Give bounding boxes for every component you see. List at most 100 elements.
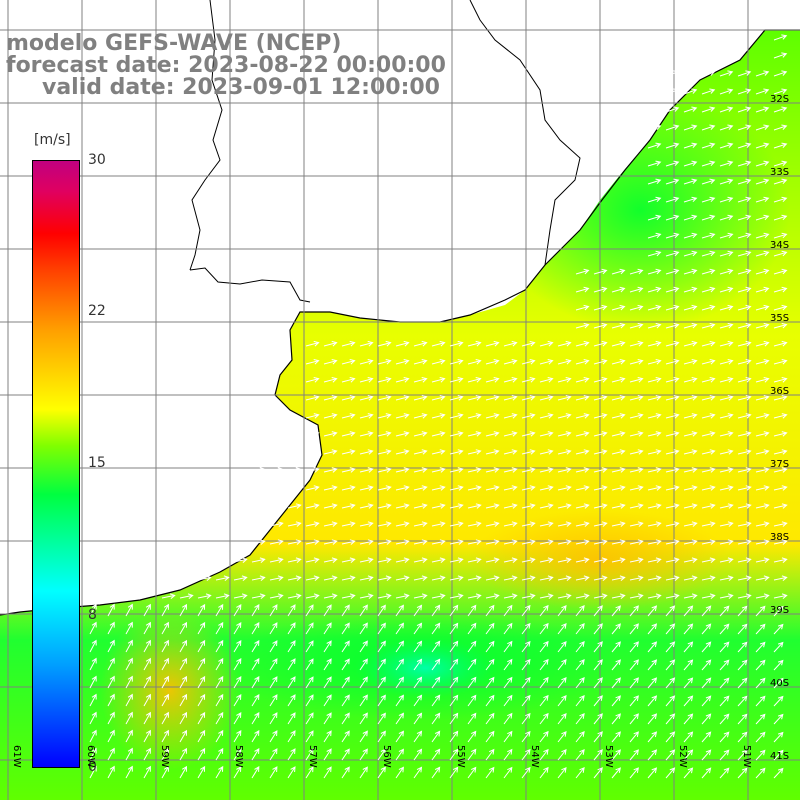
wind-arrow (557, 395, 572, 401)
wind-arrow (557, 557, 572, 563)
wind-arrow (737, 677, 748, 689)
wind-arrow (593, 268, 608, 275)
wind-arrow (467, 640, 477, 653)
wind-arrow (179, 621, 188, 635)
wind-arrow (737, 232, 752, 239)
wind-arrow (449, 395, 464, 401)
wind-arrow (233, 658, 242, 671)
wind-arrow (377, 449, 392, 455)
wind-arrow (413, 449, 428, 455)
wind-arrow (521, 622, 531, 635)
wind-arrow (611, 695, 621, 707)
wind-arrow (467, 593, 482, 599)
wind-arrow (197, 603, 206, 617)
wind-arrow (287, 676, 296, 689)
wind-arrow (269, 431, 284, 437)
wind-arrow (629, 322, 644, 329)
wind-arrow (287, 658, 296, 671)
wind-arrow (701, 322, 716, 329)
wind-arrow (719, 575, 734, 581)
wind-arrow (467, 503, 482, 509)
wind-arrow (305, 766, 314, 779)
wind-arrow (323, 503, 338, 509)
wind-arrow (485, 377, 500, 383)
wind-arrow (305, 748, 314, 761)
wind-arrow (395, 640, 404, 653)
wind-arrow (251, 575, 266, 581)
wind-arrow (755, 749, 766, 761)
wind-arrow (701, 659, 712, 671)
wind-arrow (665, 449, 680, 455)
wind-arrow (593, 503, 608, 509)
wind-arrow (233, 748, 242, 761)
wind-arrow (179, 657, 188, 671)
wind-arrow (251, 694, 260, 707)
wind-arrow (107, 657, 115, 671)
wind-arrow (197, 693, 206, 707)
wind-arrow (593, 623, 603, 635)
wind-arrow (467, 377, 482, 383)
wind-arrow (305, 658, 314, 671)
wind-arrow (701, 467, 716, 473)
wind-arrow (719, 593, 734, 599)
wind-arrow (251, 622, 260, 635)
wind-arrow (755, 214, 770, 221)
colorbar-tick-0: 0 (88, 759, 97, 775)
wind-arrow (719, 539, 734, 545)
wind-arrow (593, 593, 608, 599)
wind-arrow (683, 449, 698, 455)
wind-arrow (755, 677, 766, 689)
wind-arrow (323, 658, 332, 671)
wind-arrow (377, 593, 392, 599)
wind-arrow (197, 729, 206, 743)
wind-arrow (341, 449, 356, 455)
wind-arrow (701, 431, 716, 437)
wind-arrow (395, 359, 410, 365)
wind-arrow (755, 641, 766, 653)
wind-arrow (215, 675, 224, 689)
wind-arrow (755, 359, 770, 365)
wind-arrow (629, 521, 644, 527)
wind-arrow (323, 575, 338, 581)
wind-arrow (269, 712, 278, 725)
wind-arrow (737, 659, 748, 671)
wind-arrow (647, 214, 662, 221)
wind-arrow (449, 766, 459, 779)
wind-arrow (521, 449, 536, 455)
wind-arrow (287, 431, 302, 437)
wind-arrow (305, 413, 320, 419)
wind-arrow (737, 124, 752, 131)
wind-arrow (701, 521, 716, 527)
wind-arrow (773, 623, 784, 635)
wind-arrow (773, 557, 788, 563)
wind-arrow (395, 658, 404, 671)
wind-arrow (377, 359, 392, 365)
wind-arrow (755, 196, 770, 203)
wind-arrow (485, 449, 500, 455)
wind-arrow (413, 359, 428, 365)
wind-arrow (323, 467, 338, 473)
wind-arrow (431, 748, 441, 761)
wind-arrow (575, 766, 585, 779)
wind-arrow (683, 359, 698, 365)
wind-arrow (305, 730, 314, 743)
wind-arrow (593, 413, 608, 419)
wind-arrow (557, 730, 567, 743)
wind-arrow (647, 557, 662, 563)
wind-arrow (557, 521, 572, 527)
wind-arrow (521, 377, 536, 383)
wind-arrow (539, 712, 549, 725)
wind-arrow (323, 676, 332, 689)
wind-arrow (737, 413, 752, 419)
wind-arrow (485, 712, 495, 725)
wind-arrow (305, 640, 314, 653)
wind-arrow (449, 676, 459, 689)
wind-arrow (269, 539, 284, 545)
wind-arrow (557, 539, 572, 545)
wind-arrow (683, 377, 698, 383)
wind-arrow (431, 521, 446, 527)
wind-arrow (395, 712, 404, 725)
wind-arrow (413, 676, 423, 689)
wind-arrow (359, 467, 374, 473)
